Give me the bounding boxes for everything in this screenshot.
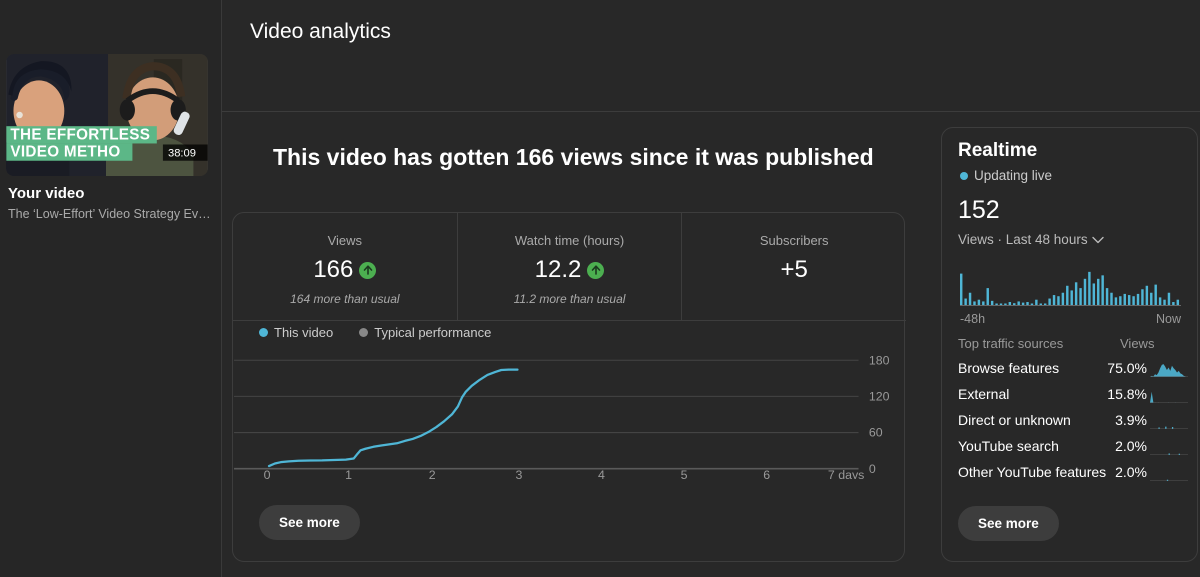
svg-text:0: 0 (264, 468, 271, 479)
svg-text:3: 3 (515, 468, 522, 479)
svg-text:7 days: 7 days (828, 468, 864, 479)
svg-text:6: 6 (763, 468, 770, 479)
svg-text:120: 120 (869, 390, 890, 404)
svg-text:VIDEO METHO: VIDEO METHO (10, 144, 120, 161)
svg-text:60: 60 (869, 426, 883, 440)
svg-text:0: 0 (869, 462, 876, 476)
svg-text:4: 4 (598, 468, 605, 479)
svg-text:180: 180 (869, 353, 890, 367)
svg-text:5: 5 (681, 468, 688, 479)
svg-text:THE EFFORTLESS: THE EFFORTLESS (10, 126, 150, 143)
svg-text:38:09: 38:09 (168, 148, 196, 160)
svg-text:2: 2 (429, 468, 436, 479)
svg-text:1: 1 (345, 468, 352, 479)
